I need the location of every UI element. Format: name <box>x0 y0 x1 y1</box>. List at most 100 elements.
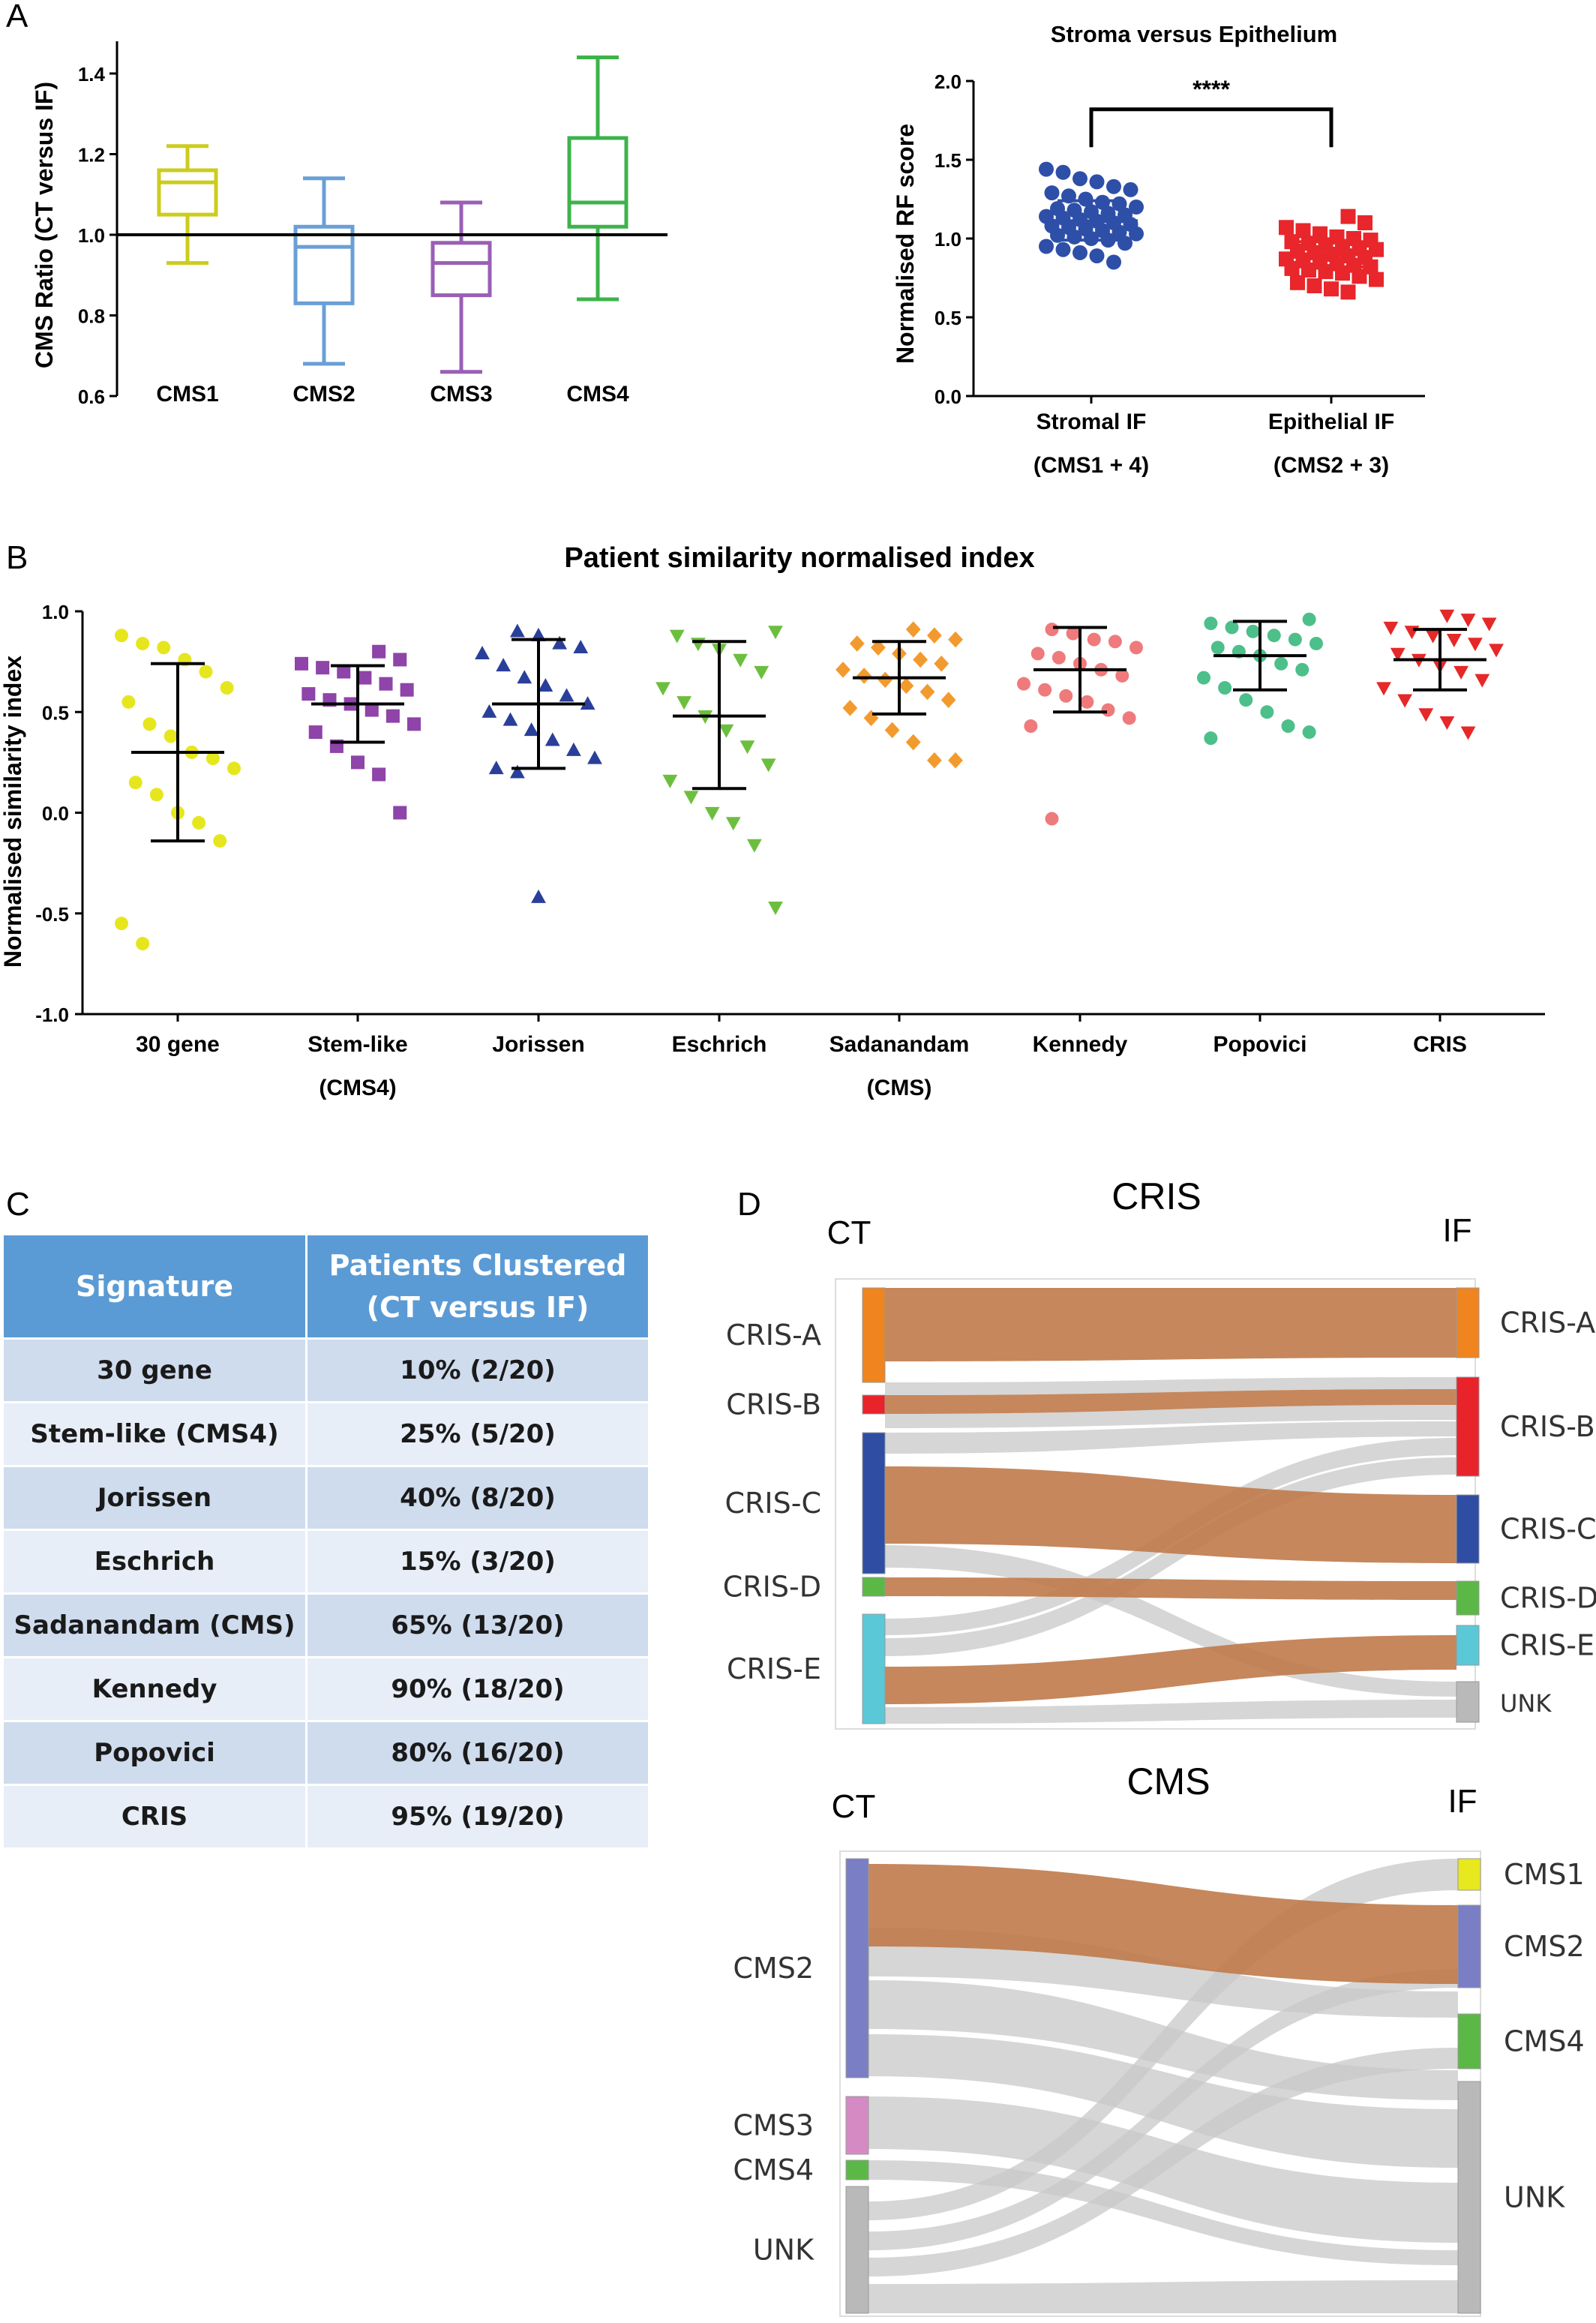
patients-clustered-cell: 80% (16/20) <box>305 1720 650 1786</box>
similarity-data-point <box>538 677 554 692</box>
header-patients-clustered: Patients Clustered (CT versus IF) <box>305 1233 650 1340</box>
similarity-category-label: 30 gene <box>136 1032 220 1057</box>
cms-cross-flow <box>868 1969 1458 2250</box>
rf-data-point <box>1072 245 1088 260</box>
box-body <box>157 168 218 217</box>
cms-sankey-title: CMS <box>1126 1760 1210 1802</box>
cms-ct-header: CT <box>832 1788 876 1825</box>
similarity-data-point <box>1204 731 1218 746</box>
cris-right-node <box>1456 1580 1480 1616</box>
similarity-data-point <box>531 889 546 903</box>
rf-data-point <box>1290 275 1305 290</box>
rf-data-point <box>1324 281 1339 297</box>
cris-cross-flow <box>885 1377 1456 1395</box>
rf-data-point <box>1112 224 1127 240</box>
cms-sankey: CMS CT IF CMS2 CMS3 CMS4 UNK CMS1 CMS2 CMS4 UNK <box>733 1760 1585 2317</box>
similarity-data-point <box>509 764 525 779</box>
similarity-data-point <box>573 639 589 653</box>
similarity-data-point <box>149 788 164 802</box>
rf-data-point <box>1279 220 1294 236</box>
similarity-data-point <box>482 704 497 718</box>
similarity-data-point <box>1218 681 1232 695</box>
similarity-data-point <box>1225 620 1239 635</box>
similarity-data-point <box>926 752 942 769</box>
cris-left-label: CRIS-A <box>726 1319 821 1352</box>
cris-right-label: CRIS-C <box>1500 1513 1596 1546</box>
similarity-data-point <box>136 937 150 951</box>
cms-right-node <box>1457 2013 1481 2069</box>
boxplot-y-tick-label: 1.4 <box>78 63 106 86</box>
similarity-category-label: Eschrich <box>672 1032 767 1057</box>
significance-bracket <box>1089 107 1334 148</box>
similarity-data-point <box>372 767 386 782</box>
similarity-data-point <box>1489 644 1504 658</box>
cris-ct-header: CT <box>827 1214 872 1251</box>
table-row: Stem-like (CMS4) 25% (5/20) <box>2 1401 650 1467</box>
cris-left-node <box>862 1394 886 1415</box>
similarity-data-point <box>337 665 351 679</box>
similarity-data-point <box>870 639 886 656</box>
patients-clustered-cell: 65% (13/20) <box>305 1592 650 1658</box>
similarity-data-point <box>1281 719 1295 734</box>
similarity-data-point <box>559 688 574 702</box>
rf-data-point <box>1106 254 1121 270</box>
cms-left-label: CMS3 <box>733 2109 814 2142</box>
rf-data-point <box>1129 226 1144 242</box>
cms-if-header: IF <box>1448 1783 1477 1820</box>
similarity-data-point <box>302 687 316 701</box>
similarity-data-point <box>192 815 206 830</box>
similarity-data-point <box>566 742 581 756</box>
rf-data-point <box>1369 272 1384 287</box>
rf-y-tick-label: 1.0 <box>934 228 962 251</box>
similarity-data-point <box>768 902 783 916</box>
similarity-data-point <box>379 677 393 691</box>
box-body <box>430 241 492 298</box>
cms-right-label: CMS1 <box>1504 1858 1585 1891</box>
similarity-data-point <box>754 665 770 680</box>
similarity-data-point <box>524 722 539 737</box>
similarity-data-point <box>1197 671 1210 685</box>
similarity-category-label: Stem-like <box>308 1032 407 1057</box>
similarity-data-point <box>1467 638 1483 652</box>
rf-data-point <box>1078 191 1094 207</box>
cris-cross-flow <box>885 1457 1456 1656</box>
similarity-data-point <box>1446 633 1462 647</box>
similarity-data-point <box>1087 632 1101 647</box>
cms-cross-flow <box>868 2048 1458 2276</box>
rf-data-point <box>1089 174 1105 190</box>
box-body <box>293 224 355 305</box>
patients-clustered-cell: 10% (2/20) <box>305 1337 650 1403</box>
cms-right-node <box>1457 1904 1481 1988</box>
similarity-data-point <box>1080 695 1094 709</box>
cris-left-label: CRIS-B <box>726 1388 821 1421</box>
cms-left-node <box>845 1858 869 2078</box>
similarity-category-sublabel: (CMS) <box>867 1076 932 1100</box>
table-row: CRIS 95% (19/20) <box>2 1784 650 1850</box>
rf-data-point <box>1306 278 1322 293</box>
similarity-y-label: Normalised similarity index <box>0 656 26 968</box>
similarity-data-point <box>1038 683 1052 697</box>
similarity-data-point <box>669 629 685 644</box>
similarity-data-point <box>760 758 776 773</box>
cris-left-label: CRIS-E <box>727 1652 821 1685</box>
similarity-data-point <box>1059 689 1073 703</box>
similarity-data-point <box>1045 623 1059 637</box>
table-row: Kennedy 90% (18/20) <box>2 1656 650 1722</box>
similarity-data-point <box>206 752 220 766</box>
similarity-data-point <box>475 646 490 660</box>
similarity-data-point <box>1390 647 1406 662</box>
similarity-data-point <box>1045 812 1059 826</box>
similarity-data-point <box>948 752 963 769</box>
cms-left-label: CMS4 <box>733 2153 814 2186</box>
signature-cell: Kennedy <box>2 1656 308 1722</box>
similarity-data-point <box>157 641 171 655</box>
signature-cell: 30 gene <box>2 1337 308 1403</box>
cris-left-node <box>862 1613 886 1724</box>
similarity-index-scatter: Patient similarity normalised index Norm… <box>0 542 1545 1100</box>
similarity-data-point <box>878 671 893 689</box>
similarity-data-point <box>115 917 128 931</box>
similarity-data-point <box>122 695 136 709</box>
similarity-data-point <box>905 734 921 751</box>
cris-cross-flow <box>885 1421 1456 1454</box>
